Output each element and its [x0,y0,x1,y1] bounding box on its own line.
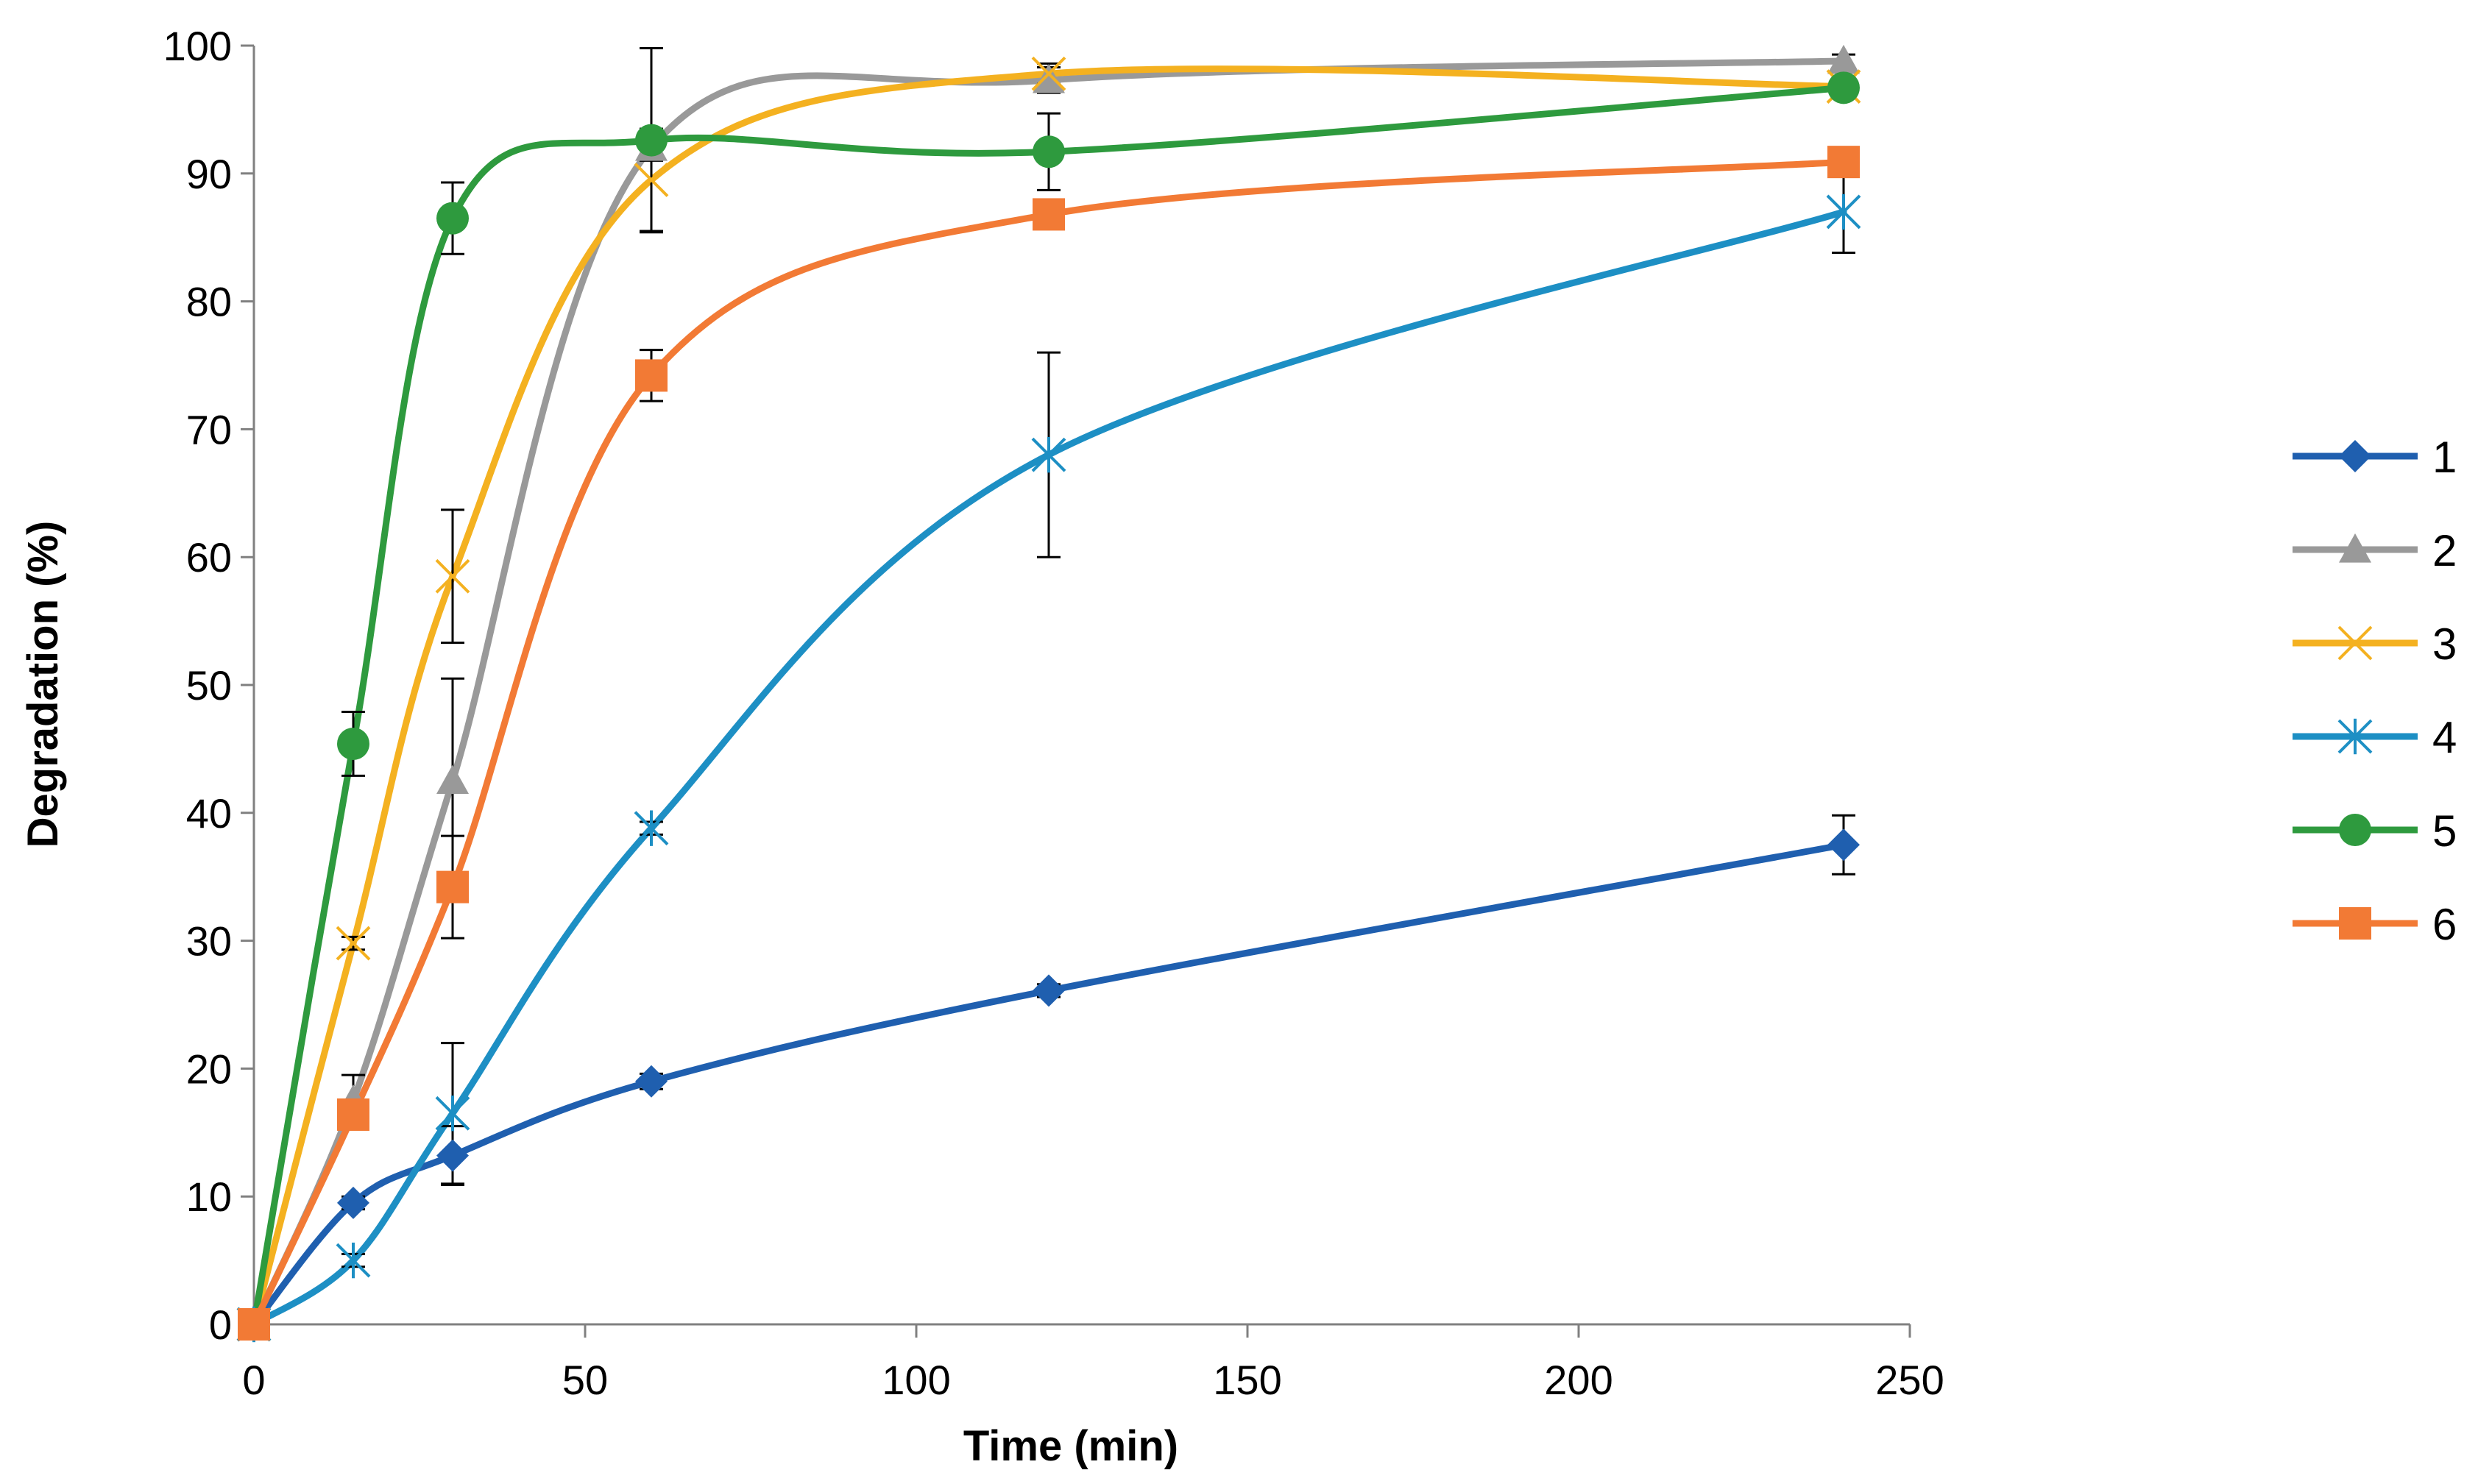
legend-label: 4 [2432,713,2457,762]
legend-item-1: 1 [2293,433,2457,482]
legend-marker [2337,625,2373,661]
legend-label: 5 [2432,806,2457,856]
legend-label: 3 [2432,619,2457,669]
x-tick-label: 150 [1213,1357,1281,1403]
data-point-5 [1827,71,1860,104]
legend-marker [2339,533,2371,563]
y-tick-label: 30 [186,918,232,965]
data-point-3 [634,163,669,197]
data-point-3 [435,558,470,594]
data-point-5 [436,202,469,235]
data-point-4 [634,810,669,846]
legend-marker [2339,440,2371,472]
y-tick-label: 90 [186,151,232,197]
data-point-3 [336,926,371,961]
axes [241,44,1911,1338]
tick-labels: 0 10 20 30 40 50 60 70 80 90 100 0 50 100 150 200 250 [163,23,1944,1403]
legend-label: 1 [2432,433,2457,482]
data-point-1 [1827,828,1860,862]
series-line-1 [250,841,1847,1328]
legend-item-6: 6 [2293,900,2457,949]
x-tick-label: 200 [1544,1357,1613,1403]
data-point-6 [337,1098,369,1131]
y-tick-label: 50 [186,662,232,709]
legend-label: 6 [2432,900,2457,949]
data-point-4 [1031,436,1066,473]
x-axis-title: Time (min) [963,1422,1178,1470]
data-point-5 [635,124,668,157]
x-tick-label: 100 [882,1357,950,1403]
legend-item-5: 5 [2293,806,2457,856]
data-point-1 [635,1065,668,1098]
x-tick-label: 0 [242,1357,265,1403]
data-point-6 [635,359,668,392]
y-tick-label: 20 [186,1045,232,1092]
series-line-5 [250,84,1847,1328]
data-point-5 [337,727,369,760]
y-tick-label: 70 [186,406,232,452]
data-point-1 [1033,974,1065,1007]
data-point-6 [238,1308,270,1341]
series-line-3 [250,65,1847,1328]
data-point-2 [1033,63,1065,93]
data-point-4 [336,1242,371,1279]
legend-item-4: 4 [2293,713,2457,762]
data-point-2 [436,764,469,794]
y-tick-label: 60 [186,534,232,581]
x-tick-label: 50 [562,1357,608,1403]
series-line-6 [250,158,1847,1328]
series-line-2 [250,57,1847,1328]
data-point-1 [337,1186,369,1219]
y-tick-label: 0 [209,1302,232,1348]
legend-item-3: 3 [2293,619,2457,669]
x-tick-label: 250 [1875,1357,1944,1403]
y-tick-label: 40 [186,790,232,837]
series-lines [250,57,1847,1328]
y-tick-label: 80 [186,279,232,325]
data-point-2 [1827,44,1860,74]
y-tick-label: 100 [163,23,232,69]
legend: 1 2 3 4 5 6 [2293,433,2457,949]
legend-marker [2337,718,2373,755]
data-point-6 [1827,146,1860,179]
legend-item-2: 2 [2293,526,2457,575]
data-point-1 [436,1139,469,1172]
legend-marker [2339,907,2371,940]
y-tick-label: 10 [186,1174,232,1220]
legend-marker [2339,814,2371,846]
data-point-6 [1033,198,1065,231]
y-axis-title: Degradation (%) [19,521,67,848]
legend-label: 2 [2432,526,2457,575]
data-point-6 [436,870,469,903]
data-point-3 [1031,56,1066,91]
data-point-5 [1033,135,1065,168]
data-point-4 [435,1096,470,1132]
series-markers [236,44,1861,1343]
error-bars [341,46,1855,1268]
series-line-4 [250,208,1847,1328]
data-point-4 [1826,194,1861,230]
